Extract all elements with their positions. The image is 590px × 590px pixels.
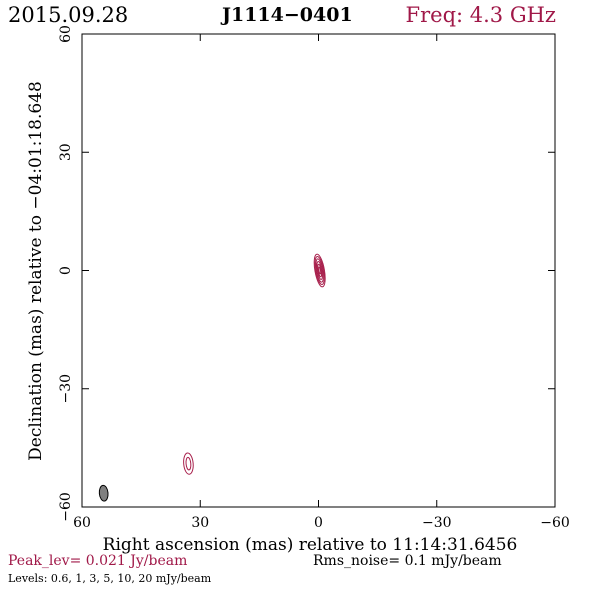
y-tick-label: −60: [58, 492, 74, 522]
x-tick-label: 60: [73, 515, 91, 531]
y-axis-label: Declination (mas) relative to −04:01:18.…: [26, 81, 46, 461]
y-tick-label: 60: [58, 25, 74, 43]
contour-levels: Levels: 0.6, 1, 3, 5, 10, 20 mJy/beam: [8, 572, 212, 585]
x-tick-label: −30: [422, 515, 452, 531]
x-tick-label: 30: [191, 515, 209, 531]
contour-components: [183, 253, 326, 475]
y-tick-label: 0: [58, 266, 74, 275]
core-contour: [318, 266, 322, 275]
jet-feature-contour: [183, 452, 194, 475]
observation-date: 2015.09.28: [8, 3, 129, 27]
core-contour: [313, 253, 326, 288]
core-contour: [316, 261, 323, 280]
core-contour: [314, 256, 325, 285]
y-tick-label: 30: [58, 143, 74, 161]
axis-ticks: [81, 33, 556, 508]
beam-ellipse: [98, 484, 109, 502]
x-tick-label: 0: [314, 515, 323, 531]
jet-feature-contour: [185, 456, 192, 471]
rms-noise: Rms_noise= 0.1 mJy/beam: [313, 553, 502, 569]
x-axis-label: Right ascension (mas) relative to 11:14:…: [103, 535, 518, 555]
core-contour: [315, 258, 324, 283]
source-name: J1114−0401: [222, 4, 353, 26]
restoring-beam: [98, 484, 109, 502]
x-tick-label: −60: [540, 515, 570, 531]
y-tick-label: −30: [58, 374, 74, 404]
core-contour: [317, 263, 323, 278]
frequency-label: Freq: 4.3 GHz: [405, 3, 556, 27]
peak-level: Peak_lev= 0.021 Jy/beam: [8, 553, 188, 569]
